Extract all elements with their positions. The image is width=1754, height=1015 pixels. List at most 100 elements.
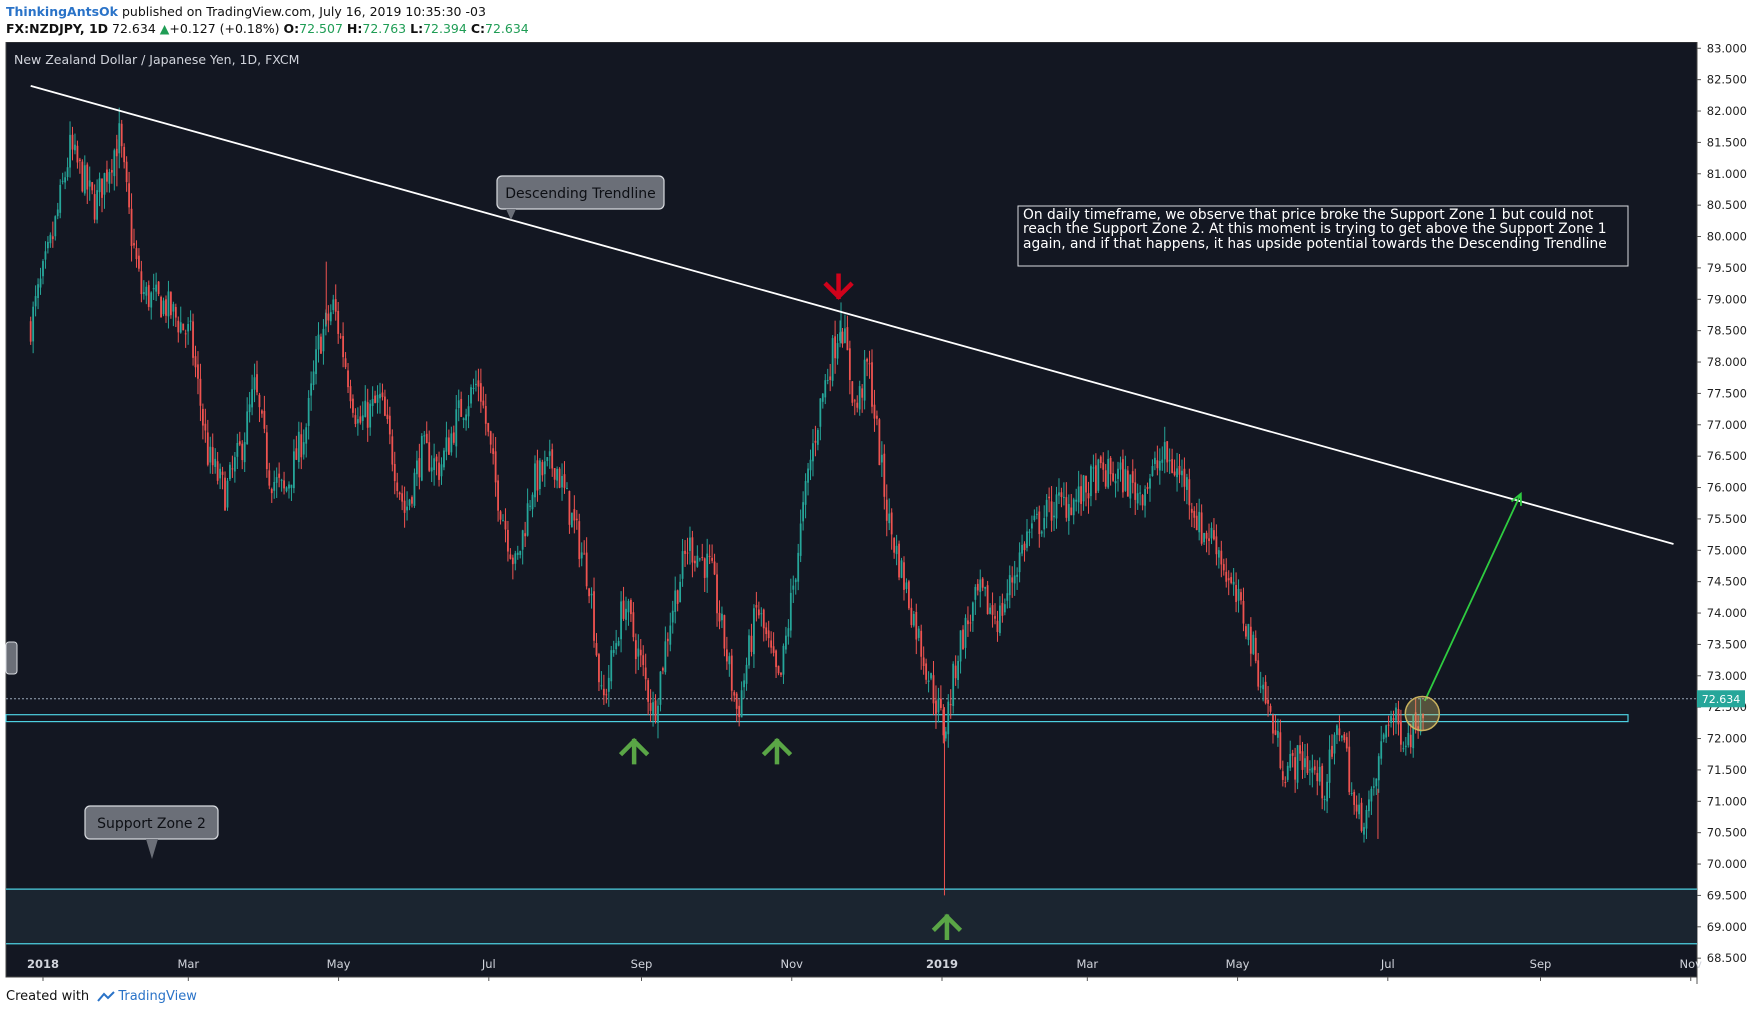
candle (1021, 534, 1023, 557)
support-zone-2-band[interactable] (6, 888, 1697, 945)
candle (1237, 579, 1240, 613)
candle-body (1203, 532, 1206, 543)
candle-body (693, 560, 696, 564)
candle-body (1173, 471, 1176, 476)
descending-trendline[interactable] (30, 85, 1674, 545)
price-axis[interactable]: 83.000 82.500 82.000 81.500 81.000 80.500 80.0… (1697, 42, 1747, 965)
candle-body (721, 613, 723, 621)
candle-body (253, 377, 256, 390)
candle-body (1365, 809, 1368, 829)
candle (1284, 776, 1287, 788)
candle (1387, 715, 1390, 737)
candle (976, 579, 979, 596)
candle (927, 671, 930, 693)
candle-body (283, 480, 285, 489)
y-tick-label: 73.500 (1707, 637, 1747, 651)
candle-body (1230, 577, 1233, 583)
candle-body (1067, 504, 1070, 522)
candle-body (497, 480, 499, 511)
candle (39, 267, 42, 295)
candle (625, 596, 627, 631)
candle (342, 322, 345, 368)
candle-body (976, 583, 979, 591)
author-name[interactable]: ThinkingAntsOk (6, 4, 118, 19)
price-chart[interactable]: Descending Trendline Support Zone 2 On d… (0, 42, 1754, 984)
candle-body (834, 336, 837, 359)
candle (290, 484, 293, 501)
candle-body (1122, 459, 1124, 493)
candle-body (1220, 550, 1223, 565)
candle-body (484, 406, 487, 424)
analysis-note[interactable]: On daily timeframe, we observe that pric… (1017, 205, 1629, 267)
candle (1058, 478, 1060, 504)
candle (930, 672, 932, 681)
candle-body (482, 400, 485, 406)
candle-body (593, 591, 595, 641)
candle (1092, 454, 1095, 482)
candle (34, 285, 37, 317)
candle (64, 171, 67, 190)
candle-body (991, 605, 994, 615)
candle-body (839, 332, 841, 341)
x-tick-label: Sep (1530, 957, 1552, 971)
callout-descending-trendline[interactable]: Descending Trendline (496, 175, 665, 220)
candle-body (396, 482, 399, 492)
candle-body (598, 654, 600, 683)
candle-body (644, 667, 647, 680)
candle (814, 425, 817, 457)
candle-body (1245, 626, 1247, 637)
candle-body (59, 184, 62, 213)
candle-body (337, 310, 340, 334)
candle (106, 160, 108, 193)
candle (689, 526, 691, 565)
candle (1422, 713, 1424, 731)
candle-body (563, 474, 566, 488)
candle (816, 427, 819, 451)
time-axis[interactable]: 2018 Mar May Jul Sep Nov 2019 Mar May Jul Sep Nov (27, 957, 1702, 981)
candle (974, 584, 977, 615)
drawing-tool-handle[interactable] (5, 641, 18, 675)
candlestick-series[interactable] (29, 107, 1424, 896)
candle-body (440, 464, 443, 477)
candle-body (1161, 459, 1164, 463)
candle (981, 577, 984, 592)
candle (1183, 457, 1186, 502)
candle-body (932, 675, 935, 704)
candle-body (654, 700, 657, 721)
support-zone-1-band[interactable] (5, 714, 1629, 723)
candle-body (1031, 523, 1033, 529)
candle (366, 388, 369, 442)
candle-body (381, 392, 384, 398)
tradingview-brand-link[interactable]: TradingView (118, 989, 197, 1004)
candle-body (551, 449, 554, 469)
highlight-circle[interactable] (1404, 695, 1441, 732)
candle (893, 537, 896, 559)
candle (590, 587, 593, 609)
support-zone-1-rect[interactable] (5, 714, 1629, 723)
candle (1099, 455, 1102, 469)
candle-body (398, 492, 401, 495)
candle-body (910, 607, 913, 625)
candle (1028, 528, 1031, 547)
candle-body (54, 216, 57, 237)
candle (797, 543, 800, 591)
candle (529, 500, 531, 511)
projection-line[interactable] (1423, 493, 1522, 702)
candle (371, 386, 374, 417)
candle (339, 333, 342, 339)
candle-body (1377, 756, 1380, 781)
candle (47, 236, 49, 254)
candle (1350, 782, 1353, 796)
candle-body (1114, 480, 1117, 484)
projection-arrow[interactable] (1423, 491, 1522, 702)
candle-body (135, 248, 138, 260)
callout-support-zone-2[interactable]: Support Zone 2 (84, 805, 219, 859)
candle-body (1404, 745, 1407, 748)
candle-body (698, 558, 701, 560)
candle-body (575, 518, 578, 521)
candle (789, 578, 792, 638)
candle-body (408, 499, 411, 506)
candle (1190, 502, 1193, 528)
candle-body (361, 415, 364, 421)
candle-body (797, 552, 800, 582)
